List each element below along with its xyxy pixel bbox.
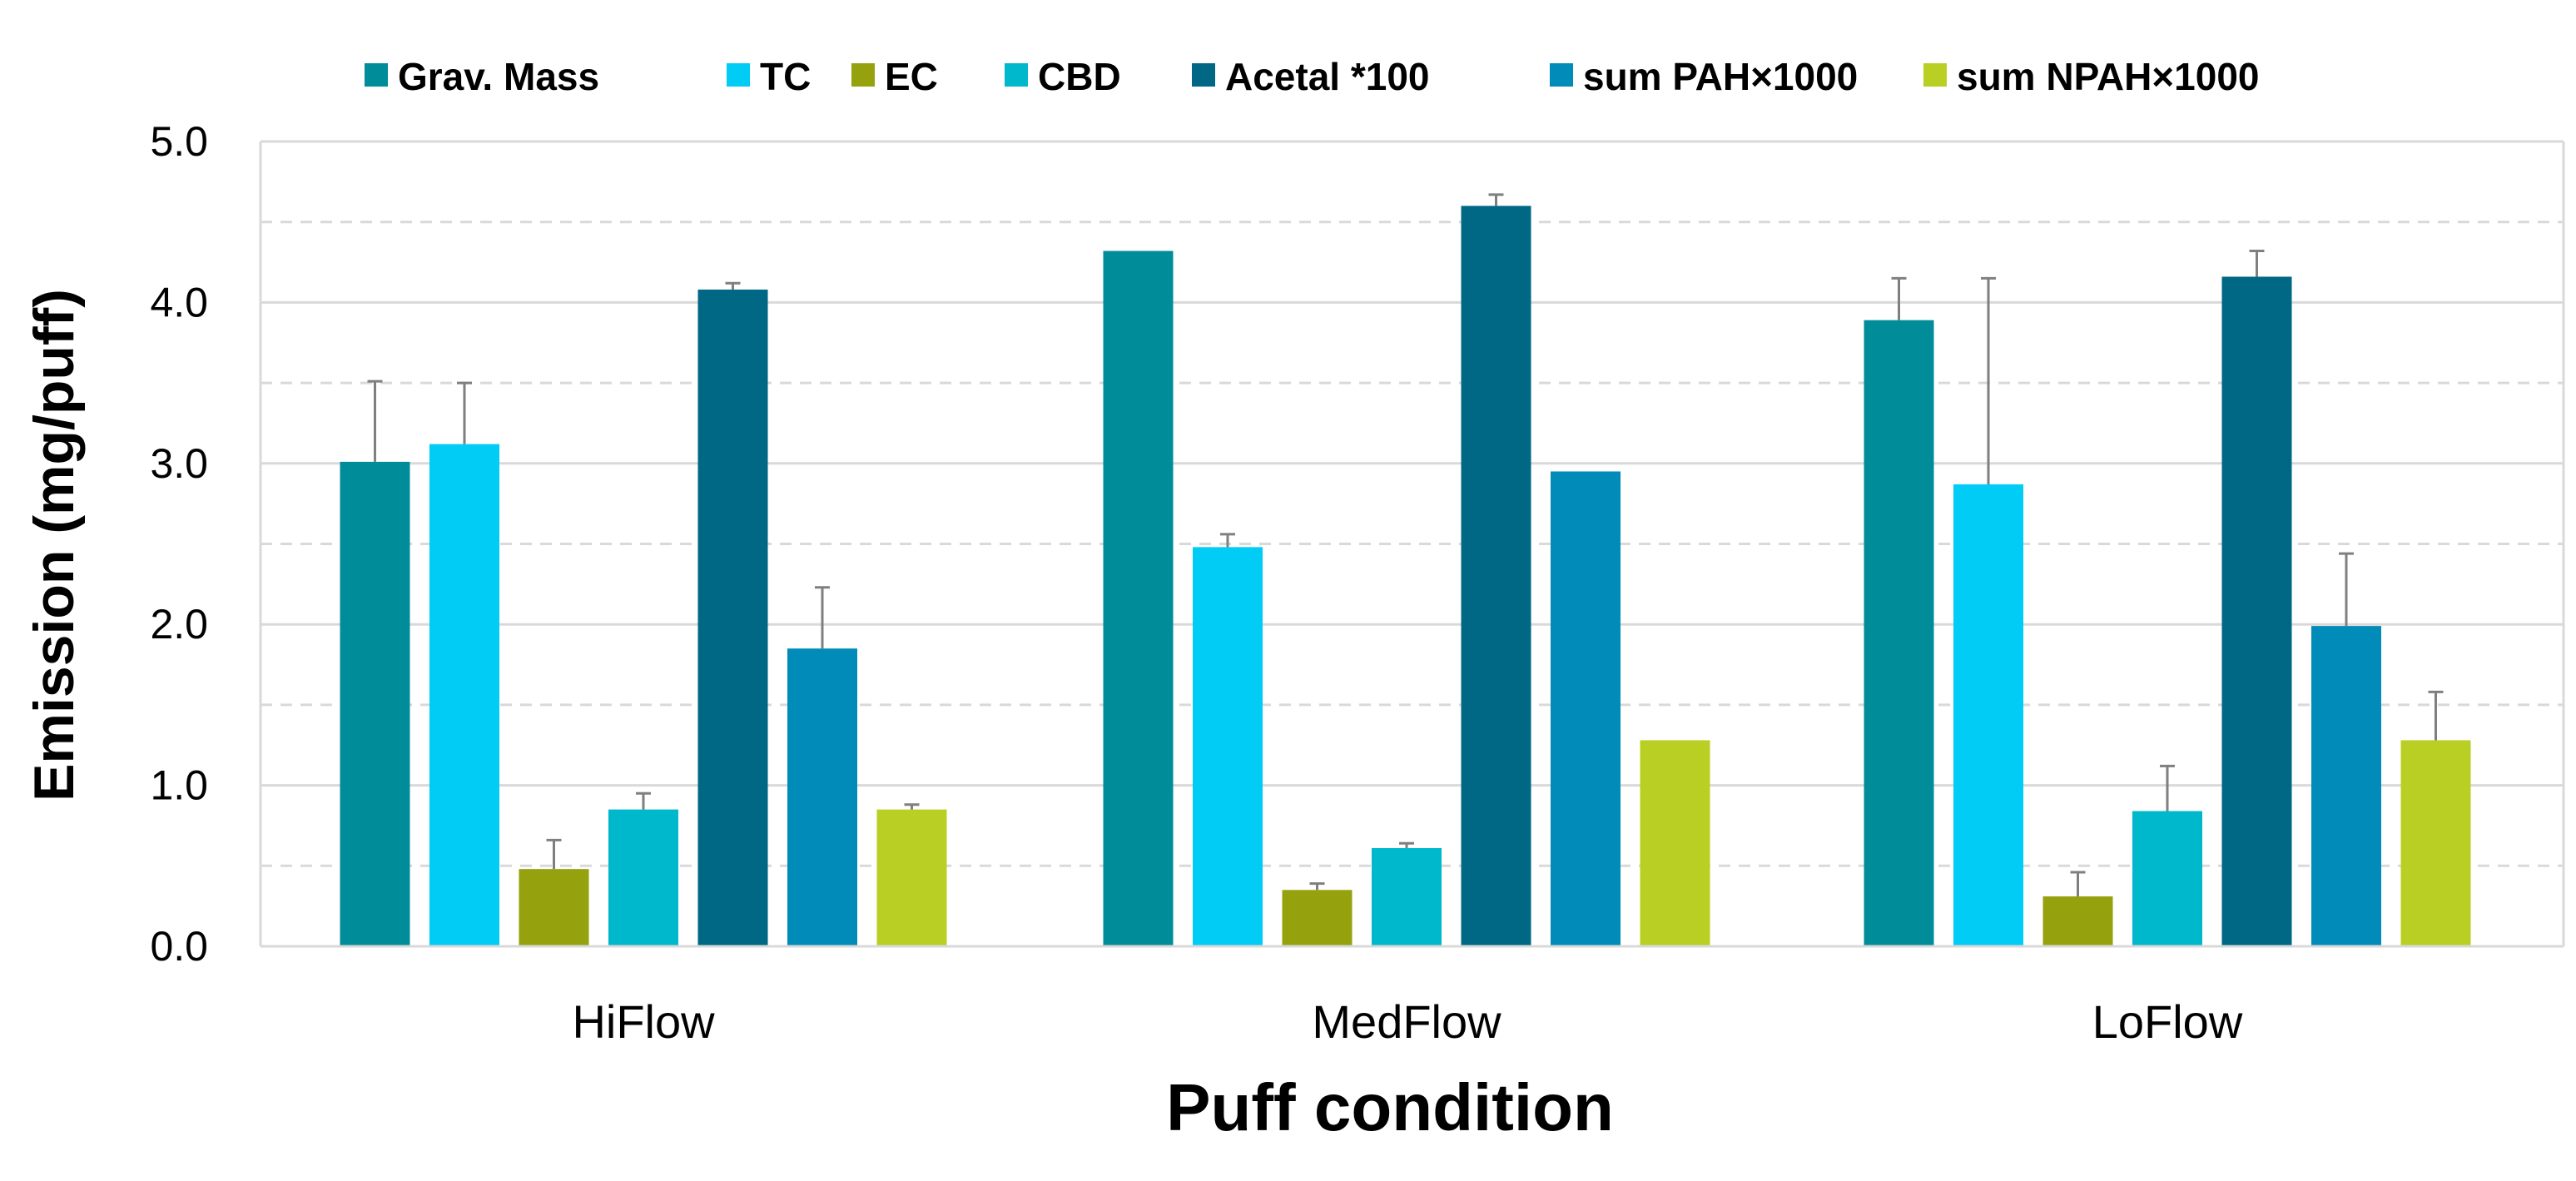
legend-label: EC	[885, 55, 938, 98]
tick-labels: 0.0 1.0 2.0 3.0 4.0 5.0 HiFlow MedFlow LoFlow	[150, 118, 2242, 1048]
bar	[2311, 626, 2381, 946]
bar	[1864, 320, 1934, 946]
bar	[429, 444, 499, 946]
y-axis-title: Emission (mg/puff)	[22, 289, 86, 801]
legend-swatch	[365, 63, 388, 87]
x-tick-label: LoFlow	[2092, 995, 2243, 1048]
bar	[1461, 206, 1531, 947]
legend-label: sum NPAH×1000	[1957, 55, 2260, 98]
bars	[340, 206, 2471, 947]
bar	[1551, 471, 1621, 946]
y-tick-label: 3.0	[150, 440, 208, 487]
legend-label: TC	[760, 55, 811, 98]
bar	[519, 869, 589, 946]
bar	[697, 289, 768, 947]
bar	[1193, 547, 1263, 946]
bar	[1640, 740, 1710, 946]
bar	[2042, 896, 2113, 946]
axes	[259, 141, 2565, 948]
x-tick-label: HiFlow	[572, 995, 715, 1048]
y-tick-label: 0.0	[150, 923, 208, 970]
legend-swatch	[1550, 63, 1573, 87]
bar	[1953, 484, 2023, 946]
bar	[340, 461, 410, 946]
legend-label: sum PAH×1000	[1583, 55, 1858, 98]
legend-label: Grav. Mass	[398, 55, 599, 98]
y-tick-label: 1.0	[150, 762, 208, 809]
y-tick-label: 2.0	[150, 601, 208, 648]
bar	[2132, 811, 2202, 946]
bar	[1372, 848, 1442, 946]
bar	[787, 648, 857, 946]
legend-swatch	[1923, 63, 1947, 87]
error-bars	[367, 193, 2444, 897]
legend-label: CBD	[1038, 55, 1121, 98]
gridlines	[261, 140, 2564, 867]
bar	[2221, 276, 2292, 946]
legend-swatch	[1192, 63, 1215, 87]
x-tick-label: MedFlow	[1312, 995, 1501, 1048]
y-tick-label: 4.0	[150, 279, 208, 325]
bar	[876, 809, 947, 946]
legend: Grav. Mass TC EC CBD Acetal *100 sum PAH×1000…	[365, 55, 2260, 98]
x-axis-title: Puff condition	[1166, 1070, 1614, 1144]
y-tick-label: 5.0	[150, 118, 208, 165]
legend-swatch	[851, 63, 875, 87]
bar	[1282, 890, 1353, 946]
bar	[608, 809, 678, 946]
legend-swatch	[1005, 63, 1028, 87]
legend-label: Acetal *100	[1225, 55, 1430, 98]
bar	[2400, 740, 2471, 946]
bar	[1103, 251, 1174, 947]
legend-swatch	[727, 63, 750, 87]
